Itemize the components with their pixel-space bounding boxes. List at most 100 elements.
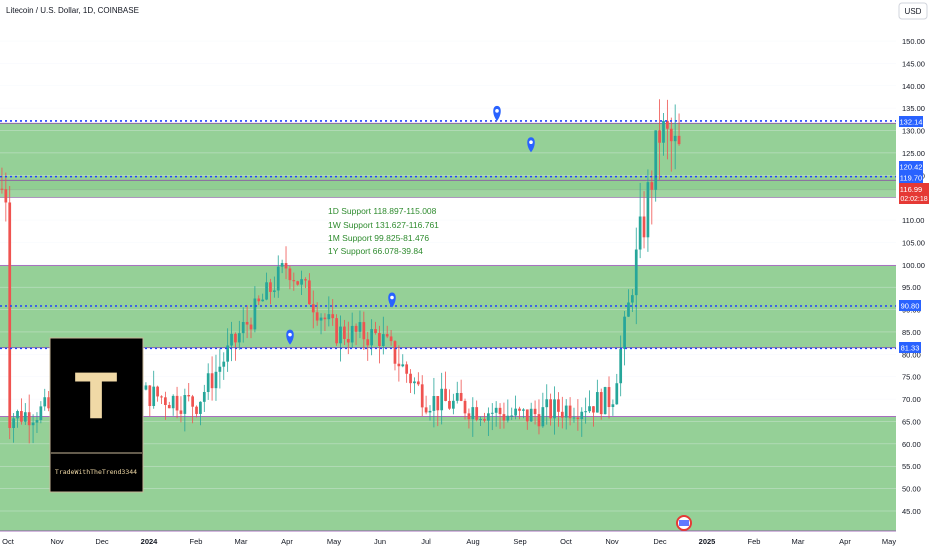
time-tick-label: Mar <box>792 537 805 546</box>
badge-13214-bg <box>899 116 923 127</box>
time-tick-label: Jun <box>374 537 386 546</box>
logo-frame <box>49 337 144 493</box>
candle-body <box>245 321 249 325</box>
candle-body <box>444 388 447 401</box>
candle-body <box>4 189 8 203</box>
candle-body <box>241 321 245 334</box>
candle-body <box>389 336 393 342</box>
map-pin-icon[interactable] <box>527 137 535 153</box>
candle-body <box>327 314 331 320</box>
badge-9080: 90.80 <box>901 302 920 311</box>
time-tick-label: Jul <box>421 537 431 546</box>
time-tick-label: Nov <box>605 537 619 546</box>
candle-body <box>397 363 401 367</box>
candle-body <box>553 399 556 419</box>
currency-button[interactable] <box>898 2 928 20</box>
candle-body <box>339 326 342 344</box>
time-tick-label: May <box>882 537 896 546</box>
candle-body <box>171 395 175 409</box>
time-tick-label: 2024 <box>141 537 159 546</box>
candle-body <box>300 279 303 285</box>
price-badges: 132.14 120.42 119.70 116.99 02:02:18 90.… <box>899 116 929 353</box>
candle-body <box>416 381 420 385</box>
candle-body <box>401 364 405 367</box>
support-zone <box>0 416 896 531</box>
time-tick-label: Feb <box>748 537 761 546</box>
candle-body <box>673 135 677 142</box>
candle-body <box>175 395 179 411</box>
map-pin-icon[interactable] <box>493 105 501 121</box>
time-tick-label: Aug <box>466 537 479 546</box>
candle-body <box>237 333 241 343</box>
candle-body <box>619 348 623 384</box>
price-tick-label: 110.00 <box>902 216 924 225</box>
candle-body <box>506 415 510 421</box>
candle-body <box>448 400 451 409</box>
candle-body <box>195 406 198 414</box>
price-axis[interactable]: 45.00 50.00 55.00 60.00 65.00 70.00 75.00 80.00… <box>896 0 932 550</box>
candle-body <box>564 405 568 418</box>
candle-body <box>27 412 31 426</box>
candle-body <box>568 405 572 419</box>
price-tick-label: 55.00 <box>902 462 921 471</box>
badge-8133-bg <box>899 342 921 353</box>
candle-body <box>148 385 152 407</box>
candle-body <box>467 413 471 420</box>
map-pin-icon[interactable] <box>388 292 396 308</box>
candle-body <box>39 406 43 421</box>
candle-body <box>226 345 230 362</box>
time-tick-label: Nov <box>50 537 64 546</box>
candle-body <box>385 334 389 337</box>
candle-body <box>187 395 191 397</box>
candle-body <box>432 396 436 411</box>
candle-body <box>253 298 257 330</box>
map-markers[interactable] <box>286 105 535 345</box>
candle-body <box>335 318 338 344</box>
price-tick-label: 130.00 <box>902 127 925 136</box>
candle-body <box>16 411 19 419</box>
candle-body <box>276 266 280 291</box>
badge-last-price: 116.99 <box>900 185 922 194</box>
us-flag-icon[interactable] <box>676 515 692 531</box>
candle-body <box>261 299 265 302</box>
badge-12042-bg <box>899 161 923 172</box>
time-tick-label: 2025 <box>699 537 716 546</box>
annotation-line-1y: 1Y Support 66.078-39.84 <box>328 246 423 256</box>
candle-body <box>669 128 673 142</box>
candle-body <box>331 314 335 319</box>
candle-body <box>522 409 525 411</box>
price-tick-label: 85.00 <box>902 328 921 337</box>
candle-body <box>483 419 486 421</box>
support-annotation: 1D Support 118.897-115.008 1W Support 13… <box>328 206 439 256</box>
candle-body <box>436 396 440 411</box>
candle-body <box>370 329 373 346</box>
pin-dot <box>288 332 292 337</box>
price-tick-label: 50.00 <box>902 485 921 494</box>
candle-body <box>323 317 327 320</box>
candle-body <box>490 412 494 414</box>
candle-body <box>584 411 588 413</box>
time-tick-label: Oct <box>2 537 15 546</box>
annotation-line-1w: 1W Support 131.627-116.761 <box>328 220 439 230</box>
candle-body <box>592 406 595 413</box>
candle-body <box>662 120 665 143</box>
time-axis[interactable]: Oct Nov Dec 2024 Feb Mar Apr May Jun Jul Aug Sep Oct… <box>0 533 932 550</box>
candle-body <box>167 404 171 409</box>
candle-body <box>179 410 183 414</box>
pin-dot <box>390 295 394 300</box>
candle-body <box>533 408 537 415</box>
price-tick-label: 75.00 <box>902 373 921 382</box>
candle-body <box>35 420 39 423</box>
candle-body <box>292 280 296 282</box>
candle-body <box>615 383 619 405</box>
map-pin-icon[interactable] <box>286 329 294 345</box>
candle-body <box>424 407 428 413</box>
support-zones <box>0 122 896 532</box>
candle-body <box>280 263 284 267</box>
candle-body <box>607 387 611 408</box>
candle-body <box>23 412 27 422</box>
candle-body <box>494 407 498 413</box>
badge-countdown: 02:02:18 <box>900 196 927 203</box>
candle-body <box>537 414 541 427</box>
